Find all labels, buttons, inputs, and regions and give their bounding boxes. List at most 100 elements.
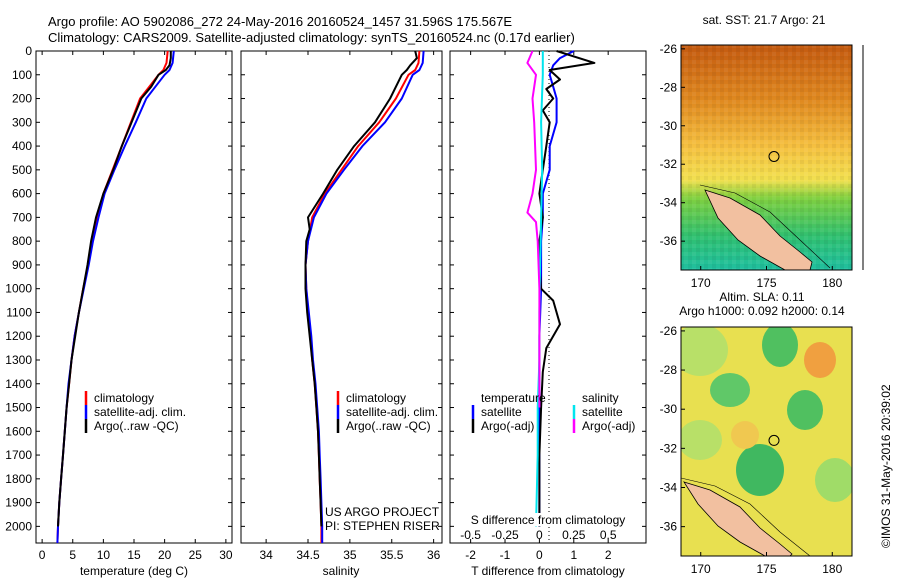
difference-panel: -2 -1 0 1 2 T difference from climatology S … <box>449 50 647 578</box>
bathymetry-contour <box>699 184 831 269</box>
depth-tick-label: 100 <box>12 68 32 82</box>
difference-t-argo-adj-line <box>538 50 596 527</box>
lon-tick-label: 170 <box>691 562 711 576</box>
x-tick-label: 15 <box>127 548 141 562</box>
x-tick-label: 10 <box>97 548 111 562</box>
x-tick-label: 0 <box>536 548 543 562</box>
temperature-series <box>56 50 175 544</box>
x-tick-label: 30 <box>219 548 233 562</box>
sla-anomaly <box>681 420 722 460</box>
lat-tick-label: -36 <box>660 520 678 534</box>
salinity-x-label: salinity <box>323 564 360 578</box>
temperature-x-axis: 0 5 10 15 20 25 30 <box>39 51 233 562</box>
depth-tick-label: 1900 <box>5 496 32 510</box>
figure-title: Argo profile: AO 5902086_272 24-May-2016… <box>48 14 512 29</box>
legend-climatology: climatology <box>94 391 154 405</box>
x-tick-label: 5 <box>69 548 76 562</box>
salinity-legend: climatology satellite-adj. clim. Argo(..… <box>336 391 438 433</box>
s-difference-tick-label: 0.5 <box>600 528 617 542</box>
depth-tick-label: 1000 <box>5 282 32 296</box>
argo-float-marker <box>768 151 780 162</box>
temperature-plot-frame <box>35 50 233 544</box>
depth-tick-label: 700 <box>12 210 32 224</box>
temperature-argo-raw-qc-line <box>57 51 172 527</box>
x-tick-label: -2 <box>465 548 476 562</box>
lat-tick-label: -34 <box>660 196 678 210</box>
legend-temperature-header: temperature <box>481 391 546 405</box>
depth-tick-label: 300 <box>12 115 32 129</box>
s-difference-tick-label: 0 <box>536 528 543 542</box>
legend-s-satellite: satellite <box>582 405 623 419</box>
depth-tick-label: 900 <box>12 258 32 272</box>
x-tick-label: 0 <box>39 548 46 562</box>
sla-map-axes: -26 -28 -30 -32 -34 -36 170 175 180 <box>660 324 843 576</box>
lon-tick-label: 170 <box>691 276 711 290</box>
lat-tick-label: -32 <box>660 441 678 455</box>
x-tick-label: 1 <box>570 548 577 562</box>
legend-satellite: satellite-adj. clim. <box>346 405 438 419</box>
lat-tick-label: -30 <box>660 119 678 133</box>
lat-tick-label: -32 <box>660 157 678 171</box>
imos-timestamp: ©IMOS 31-May-2016 20:39:02 <box>879 384 893 548</box>
sla-map-title: Altim. SLA: 0.11 <box>719 290 804 304</box>
lon-tick-label: 175 <box>756 562 776 576</box>
sst-map-title: sat. SST: 21.7 Argo: 21 <box>703 13 826 27</box>
depth-tick-label: 1600 <box>5 424 32 438</box>
legend-satellite: satellite-adj. clim. <box>94 405 186 419</box>
temperature-legend: climatology satellite-adj. clim. Argo(..… <box>84 391 186 433</box>
depth-tick-label: 1200 <box>5 329 32 343</box>
salinity-panel: 34 34.5 35 35.5 36 salinity climatology sate… <box>240 50 443 578</box>
x-tick-label: 34.5 <box>296 548 320 562</box>
pi-annotation: PI: STEPHEN RISER <box>325 519 440 533</box>
sla-anomaly <box>736 444 784 496</box>
legend-salinity-header: salinity <box>582 391 619 405</box>
sla-anomaly <box>815 458 852 502</box>
lon-tick-label: 180 <box>822 562 842 576</box>
new-zealand-land <box>683 481 793 556</box>
project-annotation: US ARGO PROJECT <box>325 505 440 519</box>
salinity-series <box>304 50 425 543</box>
salinity-argo-raw-qc-line <box>304 50 418 527</box>
salinity-x-axis: 34 34.5 35 35.5 36 <box>259 51 441 562</box>
difference-depth-ticks <box>450 50 646 527</box>
sla-anomaly <box>762 327 798 367</box>
legend-t-satellite: satellite <box>481 405 522 419</box>
bathymetry-contour <box>681 477 811 556</box>
x-tick-label: 34 <box>259 548 273 562</box>
legend-argo: Argo(..raw -QC) <box>346 419 431 433</box>
s-difference-scale: -0.5 -0.25 0 0.25 0.5 <box>460 528 617 542</box>
legend-climatology: climatology <box>346 391 406 405</box>
depth-tick-label: 1800 <box>5 472 32 486</box>
new-zealand-land <box>704 189 813 270</box>
x-tick-label: 2 <box>605 548 612 562</box>
s-difference-tick-label: 0.25 <box>562 528 586 542</box>
lat-tick-label: -34 <box>660 480 678 494</box>
x-tick-label: 35.5 <box>380 548 404 562</box>
depth-tick-label: 1300 <box>5 353 32 367</box>
sst-map: sat. SST: 21.7 Argo: 21 -26-28-30-32-34-… <box>660 13 864 290</box>
depth-tick-label: 1100 <box>6 305 32 319</box>
sst-map-axes: -26 -28 -30 -32 -34 -36 170 175 180 <box>660 42 843 290</box>
x-tick-label: 20 <box>158 548 172 562</box>
lat-tick-label: -26 <box>660 42 678 56</box>
argo-float-marker <box>768 434 780 446</box>
figure-subtitle: Climatology: CARS2009. Satellite-adjuste… <box>48 30 575 45</box>
salinity-plot-frame <box>240 50 443 544</box>
temperature-x-label: temperature (deg C) <box>80 564 188 578</box>
depth-tick-label: 500 <box>12 163 32 177</box>
sla-anomaly <box>787 390 823 430</box>
difference-series <box>526 50 596 527</box>
lat-tick-label: -28 <box>660 363 678 377</box>
depth-axis: 0 100 200 300 400 500 600 700 800 900 1000 1100 1200… <box>5 44 232 533</box>
depth-tick-label: 200 <box>12 92 32 106</box>
s-difference-label-bg <box>466 513 634 526</box>
sla-map: Altim. SLA: 0.11 Argo h1000: 0.092 h2000… <box>660 290 853 576</box>
depth-tick-label: 1400 <box>5 377 32 391</box>
t-difference-label: T difference from climatology <box>471 564 625 578</box>
lat-tick-label: -26 <box>660 324 678 338</box>
depth-tick-label: 0 <box>25 44 32 58</box>
difference-s-argo-adj-line <box>526 50 541 408</box>
x-tick-label: 36 <box>427 548 441 562</box>
legend-s-argo: Argo(-adj) <box>582 419 635 433</box>
